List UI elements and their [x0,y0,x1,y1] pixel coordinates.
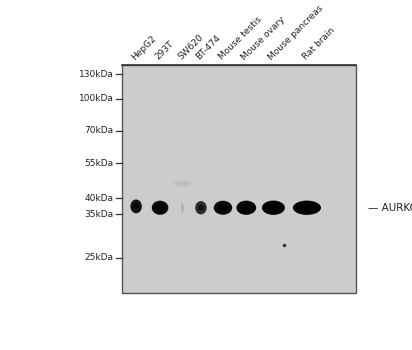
Ellipse shape [173,181,191,187]
Text: — AURKC: — AURKC [368,203,412,213]
Ellipse shape [181,203,184,213]
Ellipse shape [299,204,315,211]
Ellipse shape [293,201,321,215]
Ellipse shape [130,199,142,213]
Ellipse shape [214,201,232,215]
Text: 293T: 293T [154,40,176,62]
Text: Rat brain: Rat brain [301,26,336,62]
Ellipse shape [182,206,183,209]
Text: 25kDa: 25kDa [85,253,114,262]
Text: Mouse testis: Mouse testis [217,15,263,62]
Ellipse shape [152,201,169,215]
Bar [122,65,356,293]
Ellipse shape [218,204,228,211]
Ellipse shape [155,204,165,211]
Ellipse shape [195,201,207,215]
Ellipse shape [241,204,252,211]
Ellipse shape [133,203,139,210]
Ellipse shape [262,201,285,215]
Text: 35kDa: 35kDa [84,210,114,219]
Text: HepG2: HepG2 [130,34,158,62]
Ellipse shape [236,201,256,215]
Text: 40kDa: 40kDa [85,194,114,203]
Text: SW620: SW620 [176,33,205,62]
Text: Mouse pancreas: Mouse pancreas [267,4,325,62]
Text: 70kDa: 70kDa [84,126,114,135]
Text: BT-474: BT-474 [194,34,223,62]
Ellipse shape [198,205,204,211]
Text: 55kDa: 55kDa [84,159,114,168]
Text: Mouse ovary: Mouse ovary [240,15,287,62]
Text: 130kDa: 130kDa [79,70,114,79]
Ellipse shape [267,204,280,211]
Text: 100kDa: 100kDa [79,94,114,103]
